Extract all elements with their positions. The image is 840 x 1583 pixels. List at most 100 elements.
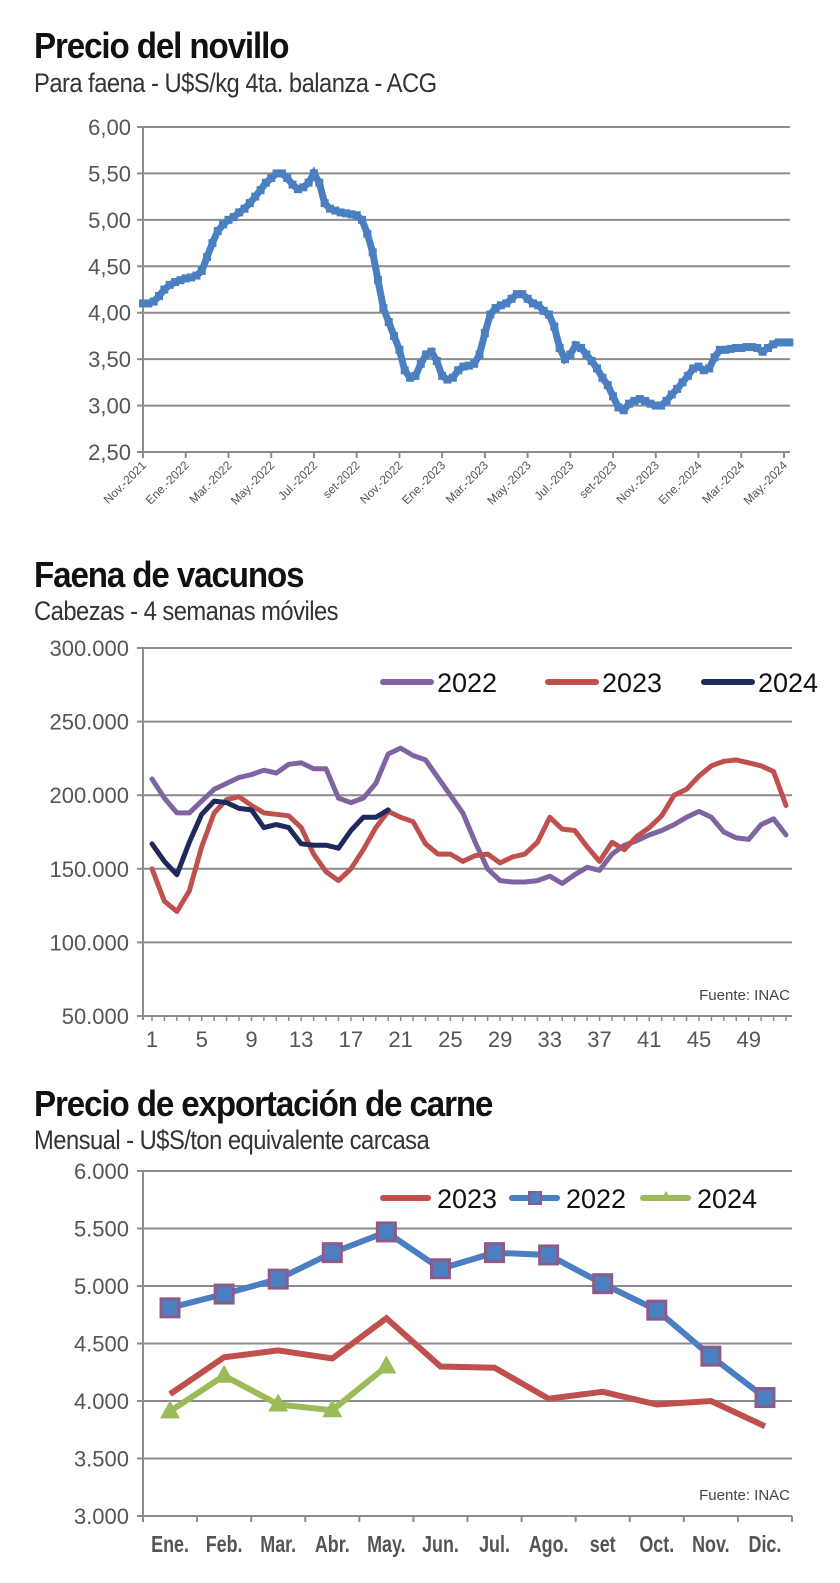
data-point <box>139 299 147 308</box>
data-point <box>358 215 367 224</box>
data-point-square <box>592 1273 614 1295</box>
data-point <box>331 206 340 215</box>
data-point <box>411 371 420 380</box>
data-point-square <box>646 1299 668 1321</box>
y-tick-label: 5,50 <box>88 161 131 186</box>
y-tick-label: 4.000 <box>74 1389 129 1414</box>
x-tick-label: 5 <box>196 1027 208 1052</box>
data-point <box>582 350 591 359</box>
y-tick-label: 250.000 <box>49 710 129 735</box>
data-point <box>229 213 238 222</box>
data-point-triangle <box>322 1399 343 1418</box>
data-point <box>507 294 516 303</box>
data-point <box>160 285 169 294</box>
data-point <box>678 378 687 387</box>
data-point <box>171 278 180 287</box>
data-point <box>320 199 329 208</box>
data-point <box>726 344 735 353</box>
data-point <box>689 364 698 373</box>
x-tick-label: Jun. <box>422 1532 459 1558</box>
data-point <box>379 304 388 313</box>
data-point <box>560 355 569 364</box>
x-tick-label: set <box>590 1532 616 1558</box>
data-point-triangle <box>160 1400 181 1419</box>
y-tick-label: 5.500 <box>74 1217 129 1242</box>
data-point-square <box>538 1244 560 1266</box>
data-point <box>705 364 714 373</box>
chart-title-novillo: Precio del novillo <box>34 25 289 66</box>
data-point <box>539 306 548 315</box>
data-point <box>763 344 772 352</box>
chart-title-faena: Faena de vacunos <box>34 554 305 595</box>
y-tick-label: 200.000 <box>49 783 129 808</box>
y-tick-label: 4,00 <box>88 301 131 326</box>
data-point <box>534 301 543 310</box>
data-point <box>288 180 297 189</box>
data-point <box>400 366 409 375</box>
data-point <box>363 229 372 238</box>
data-point <box>683 371 692 380</box>
data-point <box>144 299 153 308</box>
x-tick-label: Ago. <box>529 1532 569 1558</box>
data-point <box>459 362 468 371</box>
data-point <box>213 227 222 235</box>
data-point <box>699 366 708 375</box>
data-point <box>619 406 628 415</box>
data-point <box>625 399 634 408</box>
data-point <box>304 178 313 187</box>
y-tick-label: 6.000 <box>74 1159 129 1184</box>
series-line-2024 <box>149 798 391 878</box>
data-point <box>657 401 666 410</box>
series-line-2023 <box>149 757 789 914</box>
x-tick-label: 25 <box>438 1027 462 1052</box>
y-tick-label: 5,00 <box>88 208 131 233</box>
data-point <box>438 371 447 380</box>
x-tick-label: Jul. <box>479 1532 510 1558</box>
legend-marker-square <box>528 1191 542 1205</box>
data-point <box>384 318 393 326</box>
x-tick-label: Mar. <box>260 1532 296 1558</box>
data-point <box>464 361 473 370</box>
data-point <box>336 208 345 217</box>
data-point <box>603 381 612 390</box>
data-point <box>577 344 586 352</box>
x-tick-label: 41 <box>637 1027 661 1052</box>
y-tick-label: 2,50 <box>88 440 131 465</box>
data-point <box>165 280 174 289</box>
data-point-triangle <box>268 1393 289 1412</box>
data-point <box>651 401 660 410</box>
x-tick-label: 49 <box>736 1027 760 1052</box>
data-point <box>491 304 500 313</box>
data-point <box>641 396 650 405</box>
legend-label-2024: 2024 <box>697 1184 757 1214</box>
data-point <box>315 178 324 187</box>
y-tick-label: 4,50 <box>88 254 131 279</box>
data-point <box>203 253 212 261</box>
data-point-square <box>213 1283 235 1305</box>
data-point <box>208 239 217 248</box>
data-point <box>694 362 703 371</box>
data-point <box>325 204 334 213</box>
data-point <box>512 290 521 299</box>
legend-label-2022: 2022 <box>566 1184 626 1214</box>
y-tick-label: 300.000 <box>49 636 129 661</box>
series-line-2022 <box>169 1228 767 1400</box>
data-point <box>609 392 618 401</box>
data-point <box>197 266 206 275</box>
data-point <box>646 399 655 408</box>
data-point <box>780 338 788 347</box>
data-point <box>769 340 778 349</box>
data-point <box>587 357 596 365</box>
data-point-square <box>429 1258 451 1280</box>
data-point <box>528 299 537 308</box>
data-point <box>309 169 318 178</box>
data-point <box>235 208 244 217</box>
legend-marker-triangle <box>660 1191 672 1201</box>
x-tick-label: May. <box>367 1532 406 1558</box>
data-point <box>416 359 425 368</box>
data-point <box>635 395 644 404</box>
data-point <box>550 322 559 331</box>
y-tick-label: 5.000 <box>74 1274 129 1299</box>
x-tick-label: 37 <box>587 1027 611 1052</box>
